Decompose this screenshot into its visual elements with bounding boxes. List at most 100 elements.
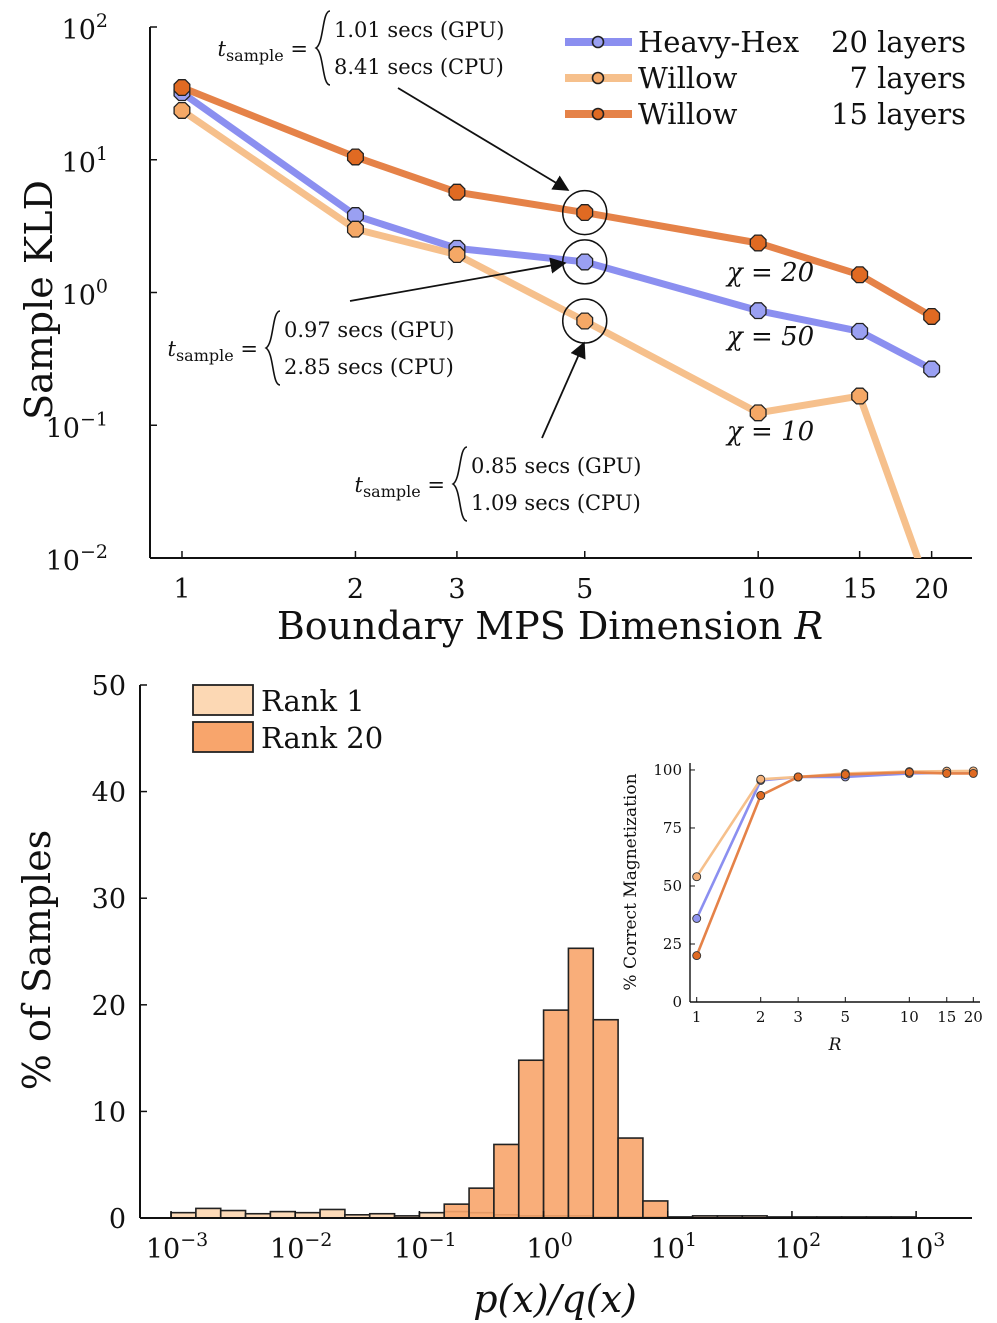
kld-data-point <box>346 148 364 166</box>
legend-series-name: Willow <box>638 97 738 131</box>
kld-data-point <box>749 234 767 252</box>
rank1-bar <box>195 1207 222 1219</box>
kld-data-point <box>923 307 941 325</box>
kld-x-tick-label: 15 <box>842 574 876 605</box>
inset-x-tick-label: 3 <box>793 1008 803 1026</box>
inset-data-point <box>840 770 850 780</box>
annotation-gpu-time: 0.85 secs (GPU) <box>471 454 641 478</box>
inset-data-point <box>793 772 803 782</box>
histogram-x-tick-label: 101 <box>651 1229 697 1265</box>
histogram-y-tick-label: 50 <box>92 671 126 702</box>
kld-x-tick-label: 3 <box>448 574 465 605</box>
rank20-bar <box>567 947 595 1219</box>
annotation-arrow <box>397 87 570 191</box>
legend-series-name: Willow <box>638 61 738 95</box>
histogram-y-tick-label: 40 <box>92 778 126 809</box>
kld-data-point <box>448 183 466 201</box>
rank20-bar <box>517 1059 545 1219</box>
annotation-heavy-hex: tsample = 0.97 secs (GPU) 2.85 secs (CPU) <box>168 310 454 386</box>
kld-x-tick-label: 5 <box>576 574 593 605</box>
histogram-bars <box>170 947 917 1219</box>
kld-x-tick-label: 10 <box>741 574 775 605</box>
kld-x-tick-label: 1 <box>173 574 190 605</box>
rank20-bar <box>617 1137 644 1219</box>
legend-swatch <box>192 684 254 716</box>
kld-xlabel: Boundary MPS Dimension R <box>277 604 823 648</box>
annotation-cpu-time: 2.85 secs (CPU) <box>284 355 454 379</box>
inset-data-point <box>692 914 702 923</box>
annotation-cpu-time: 1.09 secs (CPU) <box>471 491 641 515</box>
chi-label: χ = 50 <box>725 322 814 352</box>
legend-marker <box>591 71 605 85</box>
kld-y-tick-label: 100 <box>62 276 108 312</box>
inset-xlabel: R <box>828 1035 842 1055</box>
kld-data-point <box>576 204 594 222</box>
inset-data-point <box>904 767 914 777</box>
inset-data-point <box>756 774 766 784</box>
annotation-gpu-time: 1.01 secs (GPU) <box>334 18 504 42</box>
inset-ylabel: % Correct Magnetization <box>621 773 641 990</box>
kld-annotations: tsample =1.01 secs (GPU)8.41 secs (CPU)t… <box>168 10 814 522</box>
annotation-lhs: tsample = <box>355 473 445 501</box>
kld-legend: Heavy-Hex 20 layers Willow 7 layers Willow 15… <box>565 25 966 131</box>
annotation-lhs: tsample = <box>218 37 308 65</box>
kld-series-line <box>180 84 934 320</box>
inset-data-point <box>756 791 766 800</box>
legend-series-layers: 15 layers <box>831 97 966 131</box>
inset-y-tick-label: 0 <box>672 993 682 1011</box>
kld-data-point <box>851 322 869 340</box>
inset-data-point <box>692 872 702 882</box>
kld-axes: 1 2 3 5 10 15 20 10−2 10−1 100 101 102 <box>46 10 972 605</box>
inset-x-tick-label: 20 <box>964 1008 983 1026</box>
chi-label: χ = 20 <box>725 258 814 288</box>
inset-x-tick-label: 5 <box>841 1008 851 1026</box>
annotation-arrow <box>349 257 567 302</box>
legend-series-layers: 7 layers <box>849 61 966 95</box>
rank20-bar <box>468 1187 495 1219</box>
inset-y-tick-label: 100 <box>653 761 682 779</box>
inset-x-tick-label: 10 <box>900 1008 919 1026</box>
magnetization-inset: 0 25 50 75 100 1 2 3 5 10 15 20 R % Correct Magnetiza… <box>621 757 988 1055</box>
rank1-bar <box>219 1209 247 1219</box>
rank20-bar <box>592 1018 619 1219</box>
annotation-lhs: tsample = <box>168 337 258 365</box>
rank20-bar <box>542 1009 570 1219</box>
annotation-willow-15: tsample = 1.01 secs (GPU) 8.41 secs (CPU) <box>218 10 504 86</box>
kld-highlight-circle <box>561 189 608 236</box>
legend-label: Rank 1 <box>261 684 365 718</box>
kld-data-point <box>173 79 191 97</box>
histogram-x-tick-label: 100 <box>526 1229 572 1265</box>
inset-x-tick-label: 15 <box>937 1008 956 1026</box>
rank20-bar <box>493 1143 520 1219</box>
annotation-brace <box>451 446 468 522</box>
histogram-y-tick-label: 10 <box>92 1097 126 1128</box>
kld-y-tick-label: 10−2 <box>46 541 108 577</box>
inset-y-tick-label: 50 <box>663 877 682 895</box>
kld-y-tick-label: 102 <box>62 10 108 46</box>
kld-data-point <box>346 220 364 238</box>
kld-y-tick-label: 10−1 <box>46 408 108 444</box>
legend-label: Rank 20 <box>261 721 383 755</box>
inset-y-tick-label: 75 <box>663 819 682 837</box>
annotation-willow-7: tsample = 0.85 secs (GPU) 1.09 secs (CPU) <box>355 446 641 522</box>
legend-marker <box>591 35 605 49</box>
inset-y-tick-label: 25 <box>663 935 682 953</box>
rank1-bar <box>319 1208 346 1219</box>
inset-data-point <box>942 768 952 778</box>
annotation-cpu-time: 8.41 secs (CPU) <box>334 55 504 79</box>
kld-data-point <box>749 404 767 422</box>
inset-x-tick-label: 2 <box>756 1008 766 1026</box>
annotation-gpu-time: 0.97 secs (GPU) <box>284 318 454 342</box>
histogram-x-tick-label: 10−1 <box>394 1229 456 1265</box>
inset-data-point <box>968 768 978 778</box>
histogram-x-tick-label: 102 <box>775 1229 821 1265</box>
inset-x-tick-label: 1 <box>692 1008 702 1026</box>
kld-ylabel: Sample KLD <box>17 180 61 420</box>
histogram-xlabel: p(x)/q(x) <box>473 1277 637 1321</box>
histogram-y-tick-label: 20 <box>92 991 126 1022</box>
rank20-bar <box>443 1203 470 1219</box>
